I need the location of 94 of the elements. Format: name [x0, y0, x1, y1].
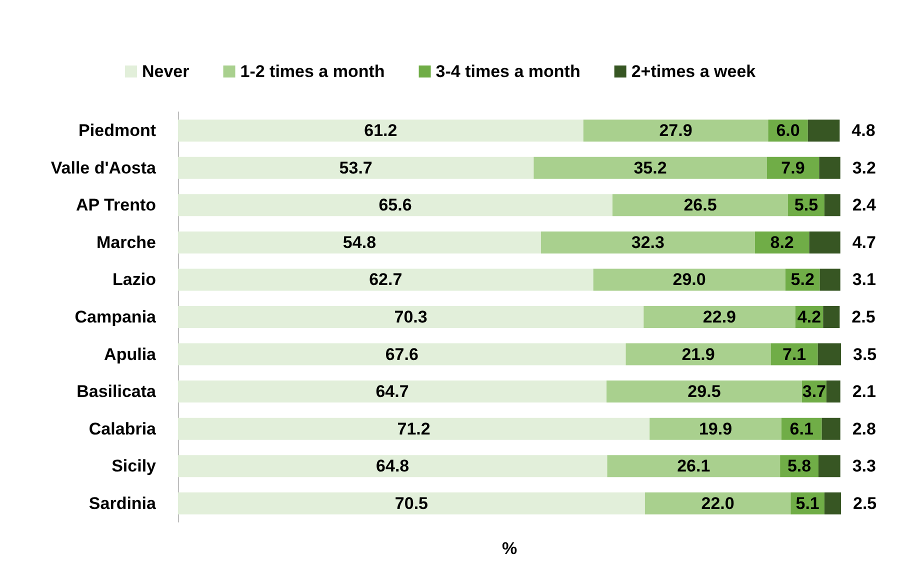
bar: [534, 156, 767, 179]
bar: [820, 268, 840, 291]
bar: [178, 120, 584, 142]
bar: [644, 492, 791, 514]
bar: [540, 231, 755, 254]
data-label: 2.1: [852, 382, 876, 402]
legend-label: 3-4 times a month: [436, 62, 580, 81]
data-label: 5.8: [787, 456, 812, 476]
bar: [606, 380, 802, 403]
data-label: 6.0: [776, 121, 800, 140]
data-label: 5.2: [790, 270, 814, 290]
bar: [823, 306, 840, 328]
data-label: 62.7: [369, 270, 402, 290]
data-label: 3.3: [852, 456, 876, 476]
bar: [593, 268, 786, 291]
y-tick-label: Apulia: [104, 344, 157, 364]
y-tick-label: Calabria: [88, 419, 157, 438]
bar: [809, 231, 840, 254]
data-label: 2.5: [853, 494, 877, 513]
bar: [178, 455, 608, 478]
legend-label: 1-2 times a month: [240, 62, 385, 81]
bar: [824, 194, 840, 216]
legend-label: Never: [142, 62, 190, 81]
bar: [178, 268, 594, 291]
data-label: 35.2: [634, 158, 667, 178]
bar: [644, 306, 796, 328]
data-label: 70.3: [394, 308, 428, 326]
bar: [824, 492, 841, 514]
data-label: 6.1: [790, 419, 814, 438]
data-label: 27.9: [659, 121, 692, 140]
data-label: 19.9: [698, 419, 732, 438]
y-tick-label: Marche: [96, 232, 156, 252]
data-label: 54.8: [342, 232, 376, 252]
x-axis-title: %: [502, 539, 518, 558]
data-label: 53.7: [339, 158, 372, 178]
data-label: 5.1: [796, 494, 820, 513]
data-label: 4.2: [797, 308, 822, 326]
legend-label: 2+times a week: [631, 62, 756, 81]
data-label: 22.9: [702, 308, 736, 326]
y-tick-label: Valle d'Aosta: [50, 158, 157, 178]
data-label: 3.2: [852, 158, 876, 178]
bar: [822, 418, 840, 440]
bar: [607, 455, 780, 478]
data-label: 21.9: [682, 344, 715, 364]
data-label: 2.5: [852, 308, 876, 326]
bar: [808, 120, 840, 142]
data-label: 64.7: [376, 382, 409, 402]
data-label: 26.1: [677, 456, 710, 476]
bar: [819, 156, 840, 179]
data-label: 4.7: [852, 232, 876, 252]
data-label: 22.0: [701, 494, 734, 513]
data-label: 5.5: [794, 196, 818, 215]
bar: [650, 418, 782, 440]
y-tick-label: AP Trento: [76, 196, 156, 215]
data-label: 65.6: [378, 196, 412, 215]
y-tick-label: Basilicata: [76, 382, 157, 402]
bar: [826, 380, 840, 403]
bar: [178, 418, 650, 440]
data-label: 67.6: [385, 344, 418, 364]
bar: [178, 306, 644, 328]
bar: [178, 343, 626, 366]
bar: [178, 231, 541, 254]
data-label: 2.4: [852, 196, 877, 215]
y-tick-label: Sicily: [112, 456, 157, 476]
bar: [818, 343, 841, 366]
data-label: 3.7: [802, 382, 826, 402]
data-label: 32.3: [631, 232, 664, 252]
data-label: 7.1: [782, 344, 806, 364]
data-label: 3.1: [852, 270, 876, 290]
bar: [178, 380, 607, 403]
data-label: 26.5: [684, 196, 717, 215]
data-label: 8.2: [770, 232, 794, 252]
data-label: 64.8: [376, 456, 410, 476]
bar: [178, 156, 534, 179]
data-label: 29.0: [672, 270, 706, 290]
data-label: 4.8: [852, 121, 876, 140]
data-label: 3.5: [853, 344, 877, 364]
y-tick-label: Campania: [74, 308, 157, 326]
data-label: 2.8: [852, 419, 876, 438]
data-label: 7.9: [781, 158, 805, 178]
data-label: 71.2: [397, 419, 430, 438]
y-tick-label: Piedmont: [78, 121, 156, 140]
bar: [178, 194, 612, 216]
data-label: 29.5: [688, 382, 721, 402]
y-tick-label: Lazio: [112, 270, 156, 290]
bar: [818, 455, 840, 478]
bar: [626, 343, 771, 366]
bar: [178, 492, 645, 514]
y-tick-label: Sardinia: [88, 494, 157, 513]
bar: [583, 120, 768, 142]
bar: [612, 194, 788, 216]
data-label: 70.5: [394, 494, 428, 513]
bar: [770, 343, 818, 366]
data-label: 61.2: [364, 121, 398, 140]
